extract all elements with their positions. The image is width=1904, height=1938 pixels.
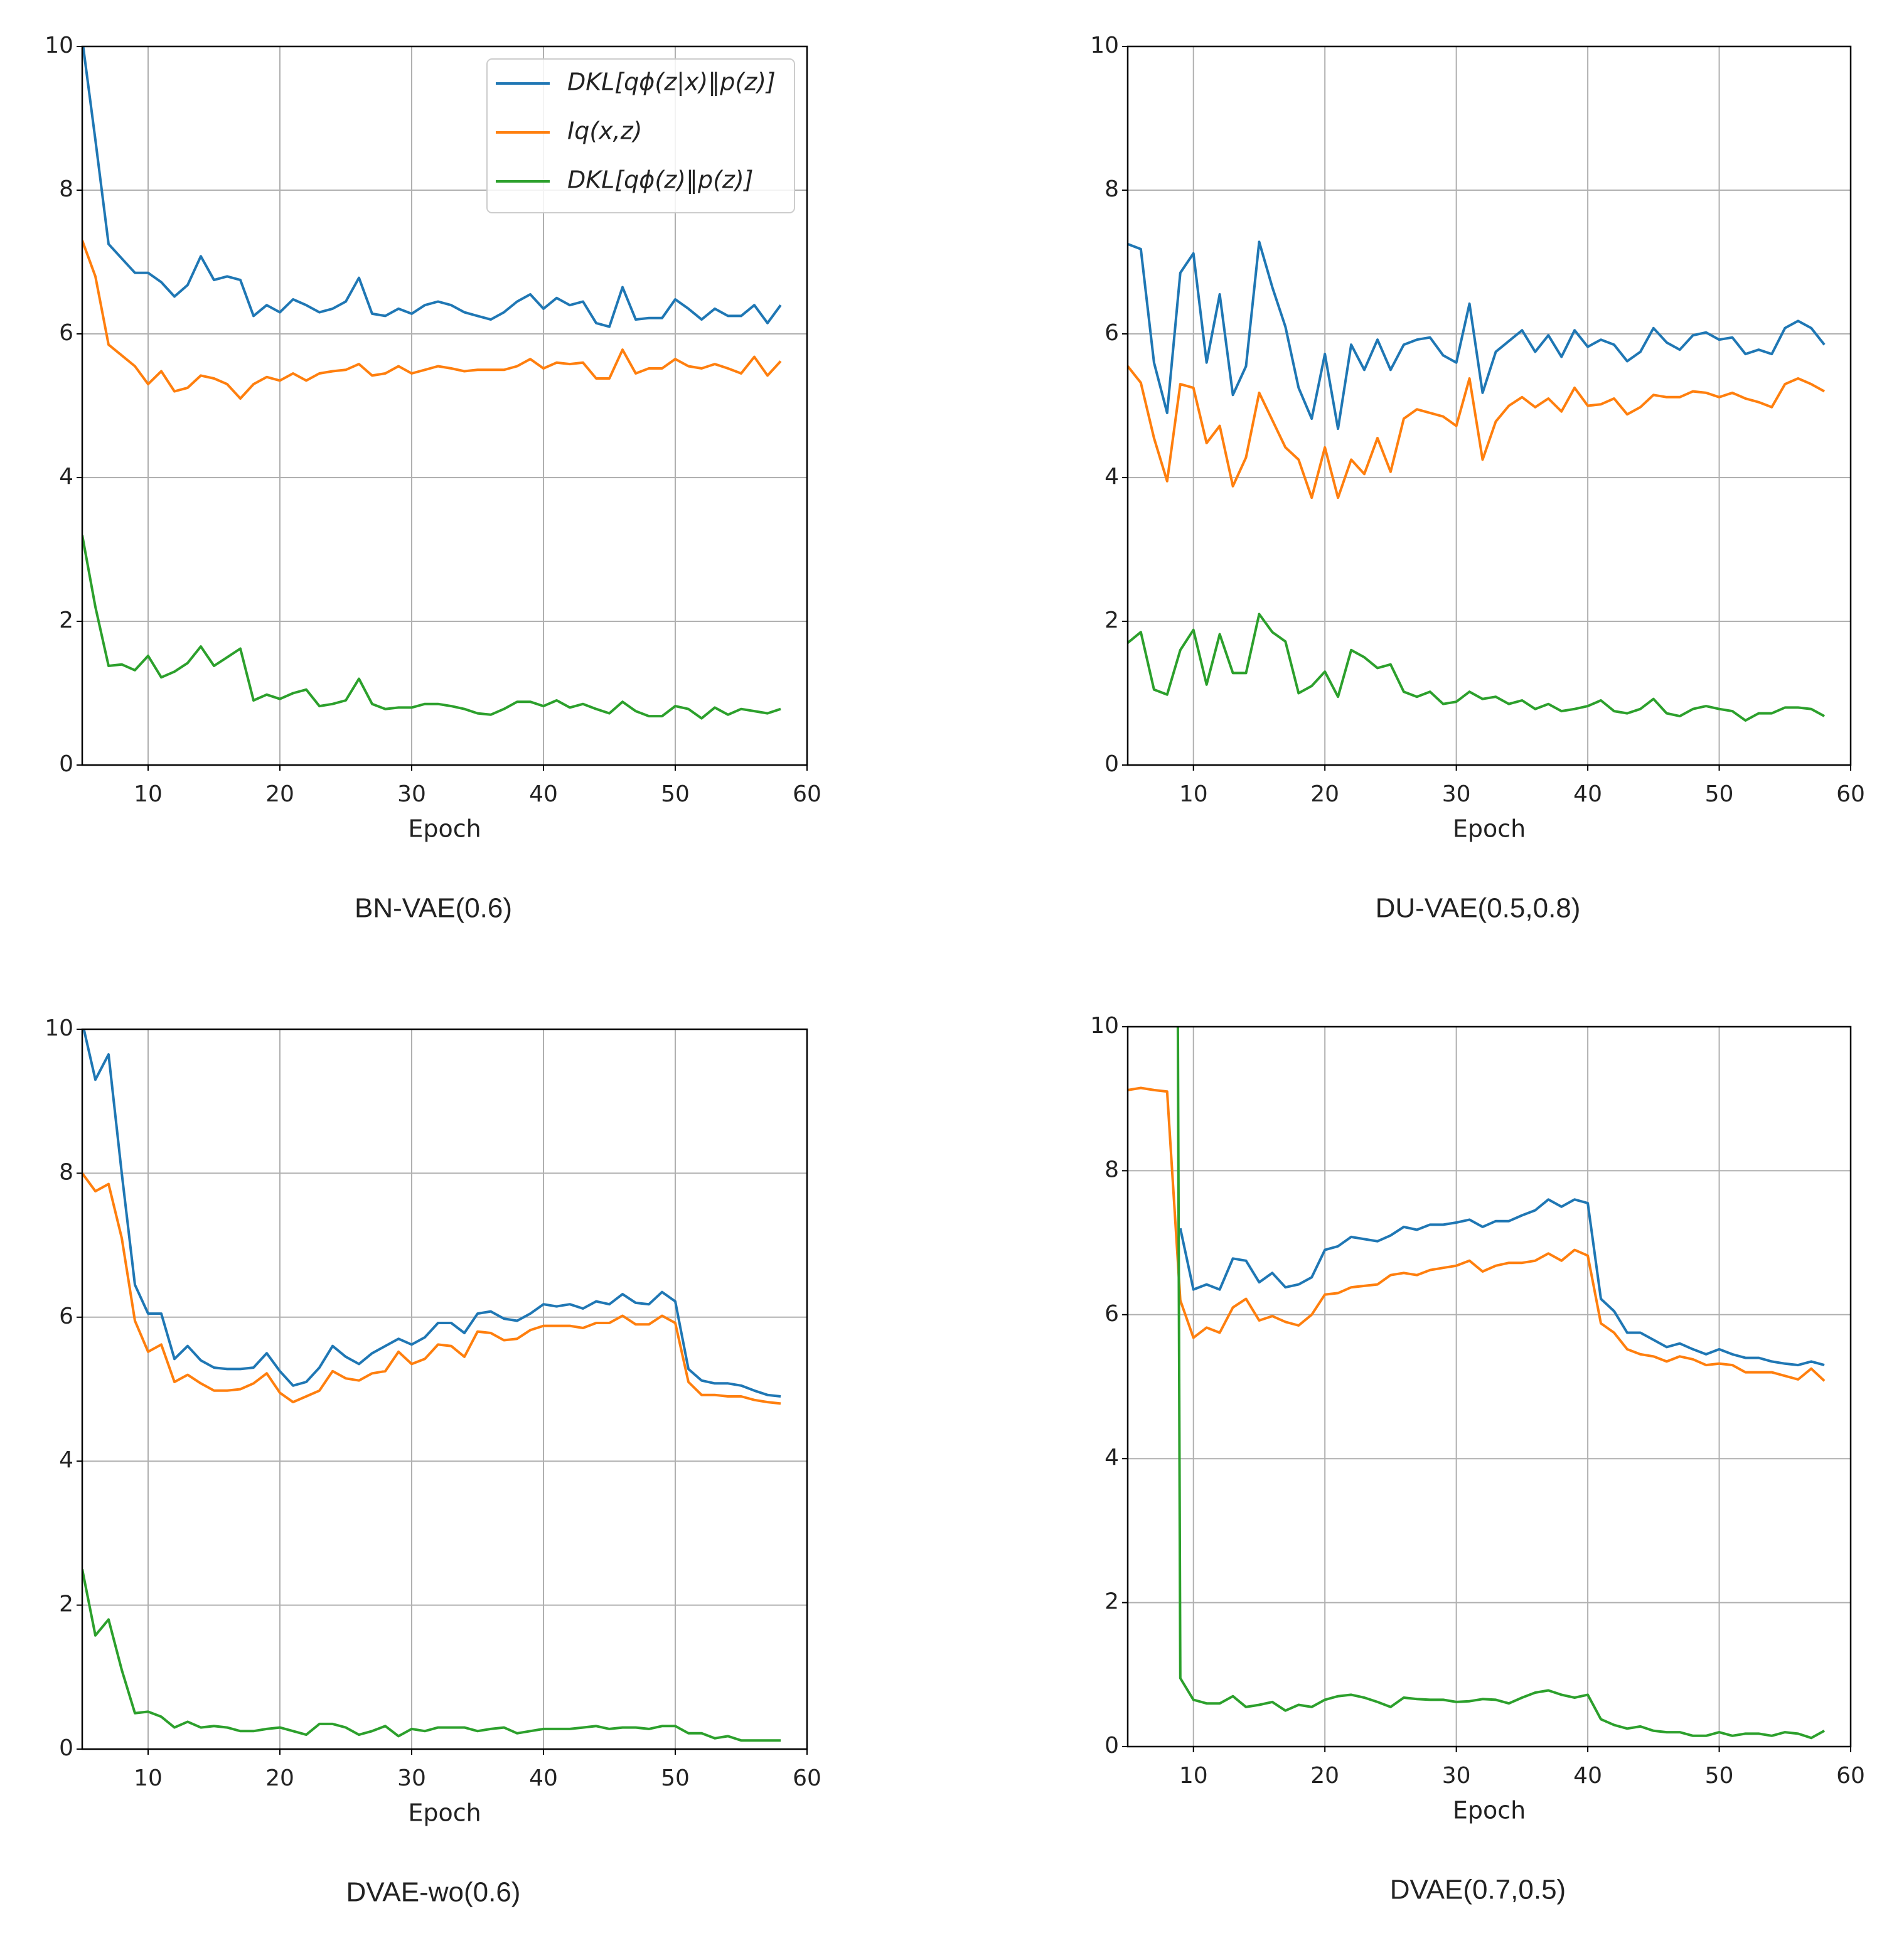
x-tick-label: 60 [1836,1763,1865,1789]
y-tick-label: 4 [1104,1445,1119,1470]
x-tick-label: 10 [1179,1763,1208,1789]
legend-label: DKL[qϕ(z)‖p(z)] [567,166,754,195]
series-line [82,240,782,400]
y-tick-label: 2 [59,1592,73,1617]
x-tick-label: 50 [661,1765,690,1791]
y-tick-label: 0 [1104,1733,1119,1759]
series-line [1128,365,1826,500]
series-line [82,535,781,720]
series-line [1176,1027,1826,1740]
series-line [82,1568,781,1742]
legend-box [486,58,795,213]
y-tick-label: 8 [59,1159,73,1185]
y-tick-label: 2 [1104,1589,1119,1615]
y-tick-label: 4 [59,1447,73,1473]
x-tick-label: 50 [1705,781,1734,807]
x-tick-label: 40 [1573,781,1602,807]
y-tick-label: 4 [59,464,73,490]
series-line [82,46,782,328]
x-tick-label: 50 [1705,1763,1734,1789]
x-tick-label: 30 [1442,1763,1471,1789]
y-tick-label: 0 [1104,751,1119,777]
y-tick-label: 4 [1104,464,1119,490]
x-tick-label: 30 [1442,781,1471,807]
x-tick-label: 40 [1573,1763,1602,1789]
y-tick-label: 10 [45,1015,73,1041]
x-tick-label: 30 [397,1765,426,1791]
plot-frame [1126,1025,1852,1748]
chart-title: DU-VAE(0.5,0.8) [1376,893,1581,924]
y-tick-label: 6 [1104,320,1119,346]
y-tick-label: 8 [59,176,73,202]
series-line [1128,613,1826,722]
series-line [82,1172,781,1405]
chart-title: BN-VAE(0.6) [355,893,512,924]
x-axis-label: Epoch [408,815,481,843]
x-tick-label: 50 [661,781,690,807]
chart-title: DVAE(0.7,0.5) [1390,1875,1566,1905]
x-tick-label: 20 [265,1765,294,1791]
y-tick-label: 6 [59,320,73,346]
y-tick-label: 6 [1104,1301,1119,1327]
series-line [1128,1086,1826,1382]
y-tick-label: 6 [59,1304,73,1329]
y-tick-label: 0 [59,1735,73,1761]
series-line [1179,1198,1825,1367]
x-tick-label: 40 [529,1765,558,1791]
y-tick-label: 8 [1104,176,1119,202]
y-tick-label: 10 [1090,1013,1119,1039]
chart-title: DVAE-wo(0.6) [346,1877,521,1908]
x-tick-label: 60 [1836,781,1865,807]
x-tick-label: 30 [397,781,426,807]
y-tick-label: 2 [59,608,73,633]
x-tick-label: 60 [793,1765,821,1791]
x-axis-label: Epoch [408,1799,481,1827]
x-tick-label: 10 [134,1765,163,1791]
legend-label: Iq(x,z) [567,117,643,145]
x-tick-label: 20 [265,781,294,807]
y-tick-label: 10 [45,33,73,58]
y-tick-label: 2 [1104,608,1119,633]
y-tick-label: 10 [1090,33,1119,58]
x-tick-label: 60 [793,781,821,807]
legend: DKL[qϕ(z|x)‖p(z)] Iq(x,z) DKL[qϕ(z)‖p(z)] [486,58,795,213]
subplot: 10 20 30 40 50 60 0 2 4 6 8 10 Epoch DU-VAE(0.5,0.8) [1090,33,1865,924]
x-tick-label: 40 [529,781,558,807]
plot-frame [81,45,808,766]
plot-frame [81,1028,808,1750]
subplot: 10 20 30 40 50 60 0 2 4 6 8 10 Epoch DVAE(0.7,0.5) [1090,1013,1865,1905]
x-axis-label: Epoch [1453,815,1526,843]
x-tick-label: 20 [1310,781,1339,807]
plot-frame [1126,45,1852,766]
series-line [1128,240,1826,431]
y-tick-label: 0 [59,751,73,777]
x-tick-label: 20 [1310,1763,1339,1789]
y-tick-label: 8 [1104,1157,1119,1182]
subplot: 10 20 30 40 50 60 0 2 4 6 8 10 Epoch BN-VAE(0.6) DKL[q… [45,33,821,924]
subplot: 10 20 30 40 50 60 0 2 4 6 8 10 Epoch DVAE-wo(0.6) [45,1015,821,1908]
x-tick-label: 10 [134,781,163,807]
legend-label: DKL[qϕ(z|x)‖p(z)] [567,68,776,97]
series-line [82,1029,781,1398]
x-tick-label: 10 [1179,781,1208,807]
x-axis-label: Epoch [1453,1797,1526,1824]
